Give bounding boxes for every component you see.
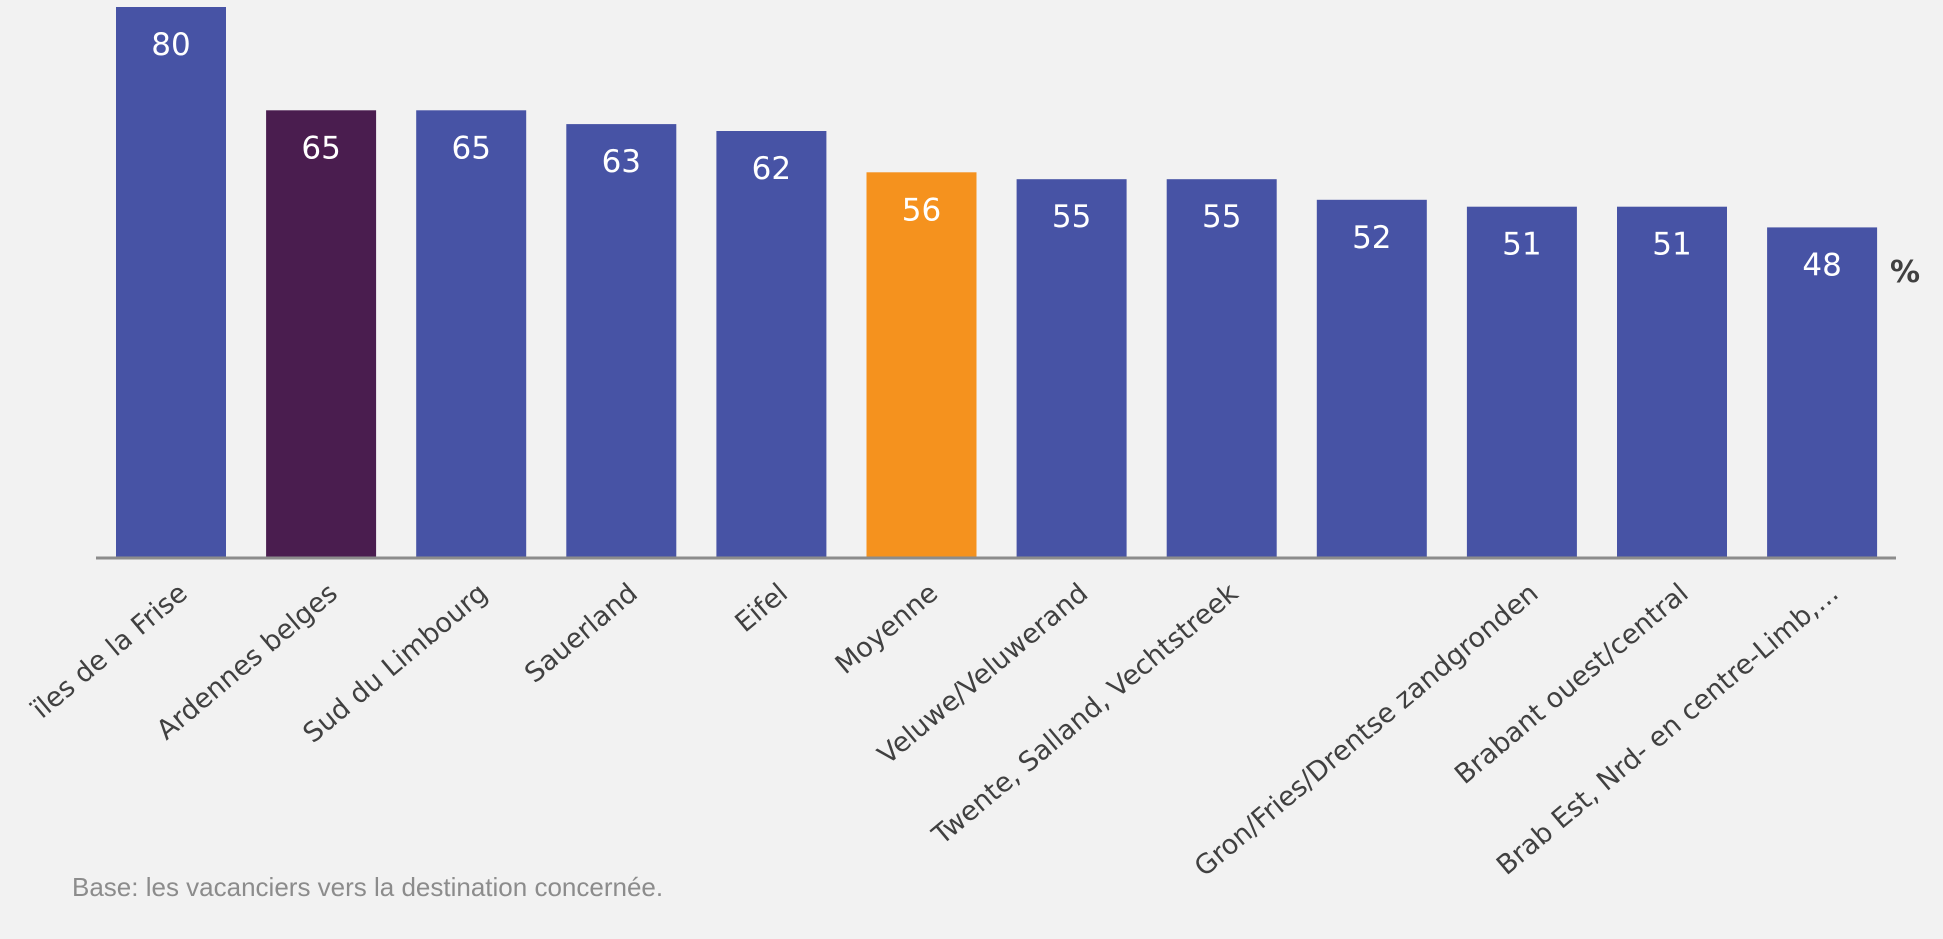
- bar-value-label: 80: [151, 27, 190, 63]
- bar-value-label: 52: [1352, 220, 1391, 256]
- bar-value-label: 55: [1052, 199, 1091, 235]
- category-label: ïles de la Frise: [26, 578, 194, 726]
- bar: [1617, 206, 1727, 558]
- bar: [1466, 206, 1577, 558]
- bar: [416, 110, 527, 559]
- bar-value-label: 55: [1202, 199, 1241, 235]
- bar-value-label: 51: [1652, 227, 1691, 263]
- bar-value-label: 63: [602, 144, 641, 180]
- bar: [566, 124, 677, 558]
- bar: [1767, 227, 1878, 558]
- bar: [866, 172, 977, 559]
- bar: [1166, 179, 1277, 558]
- value-labels-group: 80 65 65 63 62 56 55 55 52 51 51 48: [151, 27, 1842, 283]
- unit-label: %: [1890, 255, 1920, 290]
- bar: [116, 7, 226, 558]
- category-label: Moyenne: [830, 578, 944, 681]
- bar: [266, 110, 377, 559]
- bar: [1316, 199, 1427, 559]
- base-note: Base: les vacanciers vers la destination…: [72, 872, 664, 902]
- bar-value-label: 56: [902, 192, 941, 228]
- category-label: Twente, Salland, Vechtstreek: [926, 577, 1244, 851]
- category-label: Gron/Fries/Drentse zandgronden: [1189, 578, 1545, 883]
- category-label: Sauerland: [519, 578, 644, 690]
- bar-value-label: 65: [451, 130, 490, 166]
- bar-value-label: 51: [1502, 227, 1541, 263]
- bar-value-label: 62: [752, 151, 791, 187]
- bar-value-label: 65: [301, 130, 340, 166]
- bars-group: [116, 7, 1878, 559]
- bar: [1016, 179, 1127, 558]
- bar-value-label: 48: [1802, 247, 1841, 283]
- bar: [716, 131, 827, 558]
- category-label: Eifel: [729, 578, 794, 639]
